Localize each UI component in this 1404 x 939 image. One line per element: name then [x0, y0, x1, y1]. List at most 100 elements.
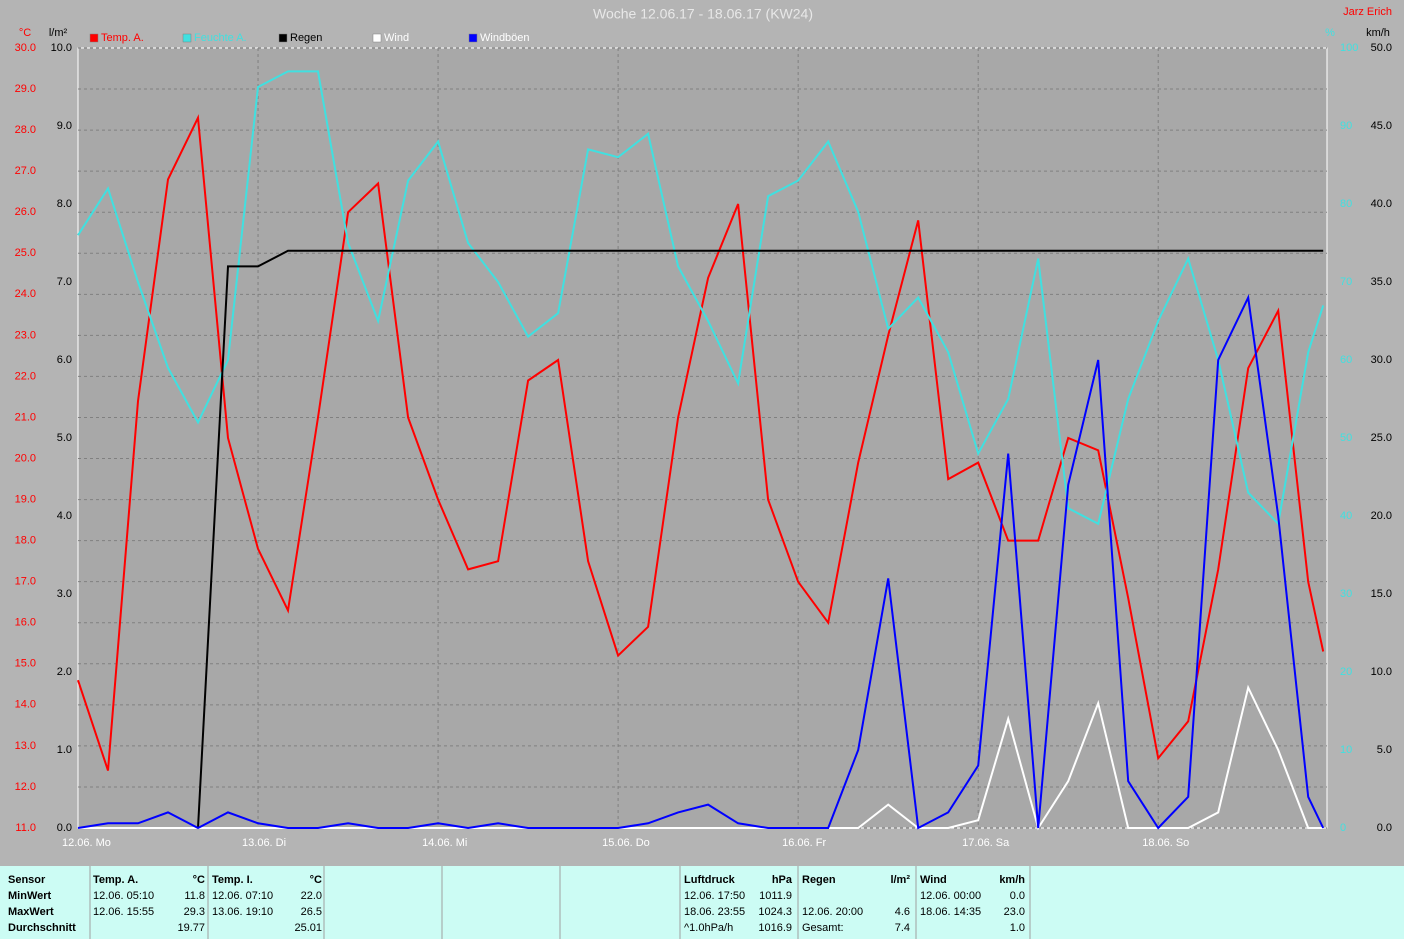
y-tick-label: 0 — [1340, 822, 1346, 834]
cell: 22.0 — [301, 890, 322, 902]
block-header: Temp. A. — [93, 874, 138, 886]
author: Jarz Erich — [1343, 6, 1392, 18]
cell: 18.06. 14:35 — [920, 906, 981, 918]
y-tick-label: 4.0 — [57, 510, 72, 522]
legend-label: Regen — [290, 32, 322, 44]
y-tick-label: 28.0 — [15, 124, 36, 136]
x-tick-label: 15.06. Do — [602, 837, 650, 849]
legend-swatch — [278, 33, 288, 43]
y-tick-label: 12.0 — [15, 781, 36, 793]
legend-label: Feuchte A. — [194, 32, 247, 44]
series-line — [77, 114, 1325, 771]
y-tick-label: 27.0 — [15, 165, 36, 177]
y-tick-label: 2.0 — [57, 666, 72, 678]
y-tick-label: 22.0 — [15, 370, 36, 382]
y-tick-label: 30.0 — [1371, 354, 1392, 366]
axis-unit: % — [1325, 27, 1335, 39]
y-tick-label: 6.0 — [57, 354, 72, 366]
y-tick-label: 10 — [1340, 744, 1352, 756]
cell: 12.06. 00:00 — [920, 890, 981, 902]
block-unit: km/h — [999, 874, 1025, 886]
legend-swatch — [372, 33, 382, 43]
cell: 26.5 — [301, 906, 322, 918]
legend-label: Windböen — [480, 32, 530, 44]
series-line — [77, 294, 1325, 830]
legend-label: Temp. A. — [101, 32, 144, 44]
cell: 4.6 — [895, 906, 910, 918]
y-tick-label: 10.0 — [51, 42, 72, 54]
y-tick-label: 0.0 — [57, 822, 72, 834]
y-tick-label: 26.0 — [15, 206, 36, 218]
row-label: MaxWert — [8, 906, 54, 918]
x-tick-label: 16.06. Fr — [782, 837, 826, 849]
chart-title: Woche 12.06.17 - 18.06.17 (KW24) — [593, 6, 813, 22]
cell: 1016.9 — [758, 922, 792, 934]
legend-swatch — [182, 33, 192, 43]
y-tick-label: 10.0 — [1371, 666, 1392, 678]
block-unit: °C — [310, 874, 322, 886]
y-tick-label: 80 — [1340, 198, 1352, 210]
cell: 12.06. 15:55 — [93, 906, 154, 918]
y-tick-label: 15.0 — [1371, 588, 1392, 600]
y-tick-label: 3.0 — [57, 588, 72, 600]
x-tick-label: 13.06. Di — [242, 837, 286, 849]
cell: 29.3 — [184, 906, 205, 918]
row-label: MinWert — [8, 890, 52, 902]
row-label: Sensor — [8, 874, 46, 886]
y-tick-label: 11.0 — [15, 822, 36, 834]
cell: 12.06. 20:00 — [802, 906, 863, 918]
block-unit: l/m² — [890, 874, 910, 886]
x-tick-label: 14.06. Mi — [422, 837, 467, 849]
series-line — [78, 249, 1324, 829]
y-tick-label: 14.0 — [15, 699, 36, 711]
cell: 12.06. 07:10 — [212, 890, 273, 902]
cell: 0.0 — [1010, 890, 1025, 902]
block-header: Regen — [802, 874, 836, 886]
y-tick-label: 90 — [1340, 120, 1352, 132]
y-tick-label: 0.0 — [1377, 822, 1392, 834]
y-tick-label: 40.0 — [1371, 198, 1392, 210]
y-tick-label: 40 — [1340, 510, 1352, 522]
y-tick-label: 100 — [1340, 42, 1358, 54]
cell: 18.06. 23:55 — [684, 906, 745, 918]
cell: Gesamt: — [802, 922, 844, 934]
cell: 12.06. 05:10 — [93, 890, 154, 902]
y-tick-label: 20.0 — [15, 452, 36, 464]
cell: 25.01 — [294, 922, 322, 934]
y-tick-label: 50.0 — [1371, 42, 1392, 54]
y-tick-label: 24.0 — [15, 288, 36, 300]
x-tick-label: 18.06. So — [1142, 837, 1189, 849]
y-tick-label: 70 — [1340, 276, 1352, 288]
y-tick-label: 20 — [1340, 666, 1352, 678]
y-tick-label: 30 — [1340, 588, 1352, 600]
y-tick-label: 7.0 — [57, 276, 72, 288]
cell: 12.06. 17:50 — [684, 890, 745, 902]
y-tick-label: 21.0 — [15, 411, 36, 423]
y-tick-label: 19.0 — [15, 493, 36, 505]
axis-unit: km/h — [1366, 27, 1390, 39]
y-tick-label: 30.0 — [15, 42, 36, 54]
legend-swatch — [89, 33, 99, 43]
y-tick-label: 5.0 — [1377, 744, 1392, 756]
block-header: Luftdruck — [684, 874, 736, 886]
row-label: Durchschnitt — [8, 922, 76, 934]
y-tick-label: 8.0 — [57, 198, 72, 210]
y-tick-label: 50 — [1340, 432, 1352, 444]
cell: 23.0 — [1004, 906, 1025, 918]
x-tick-label: 17.06. Sa — [962, 837, 1010, 849]
cell: 13.06. 19:10 — [212, 906, 273, 918]
y-tick-label: 23.0 — [15, 329, 36, 341]
stats-panel — [0, 866, 1404, 939]
y-tick-label: 17.0 — [15, 576, 36, 588]
y-tick-label: 60 — [1340, 354, 1352, 366]
x-tick-label: 12.06. Mo — [62, 837, 111, 849]
cell: 19.77 — [177, 922, 205, 934]
cell: 11.8 — [184, 890, 205, 902]
y-tick-label: 35.0 — [1371, 276, 1392, 288]
y-tick-label: 13.0 — [15, 740, 36, 752]
legend-swatch — [468, 33, 478, 43]
series-line — [77, 70, 1325, 526]
y-tick-label: 9.0 — [57, 120, 72, 132]
plot-area — [77, 47, 1328, 829]
